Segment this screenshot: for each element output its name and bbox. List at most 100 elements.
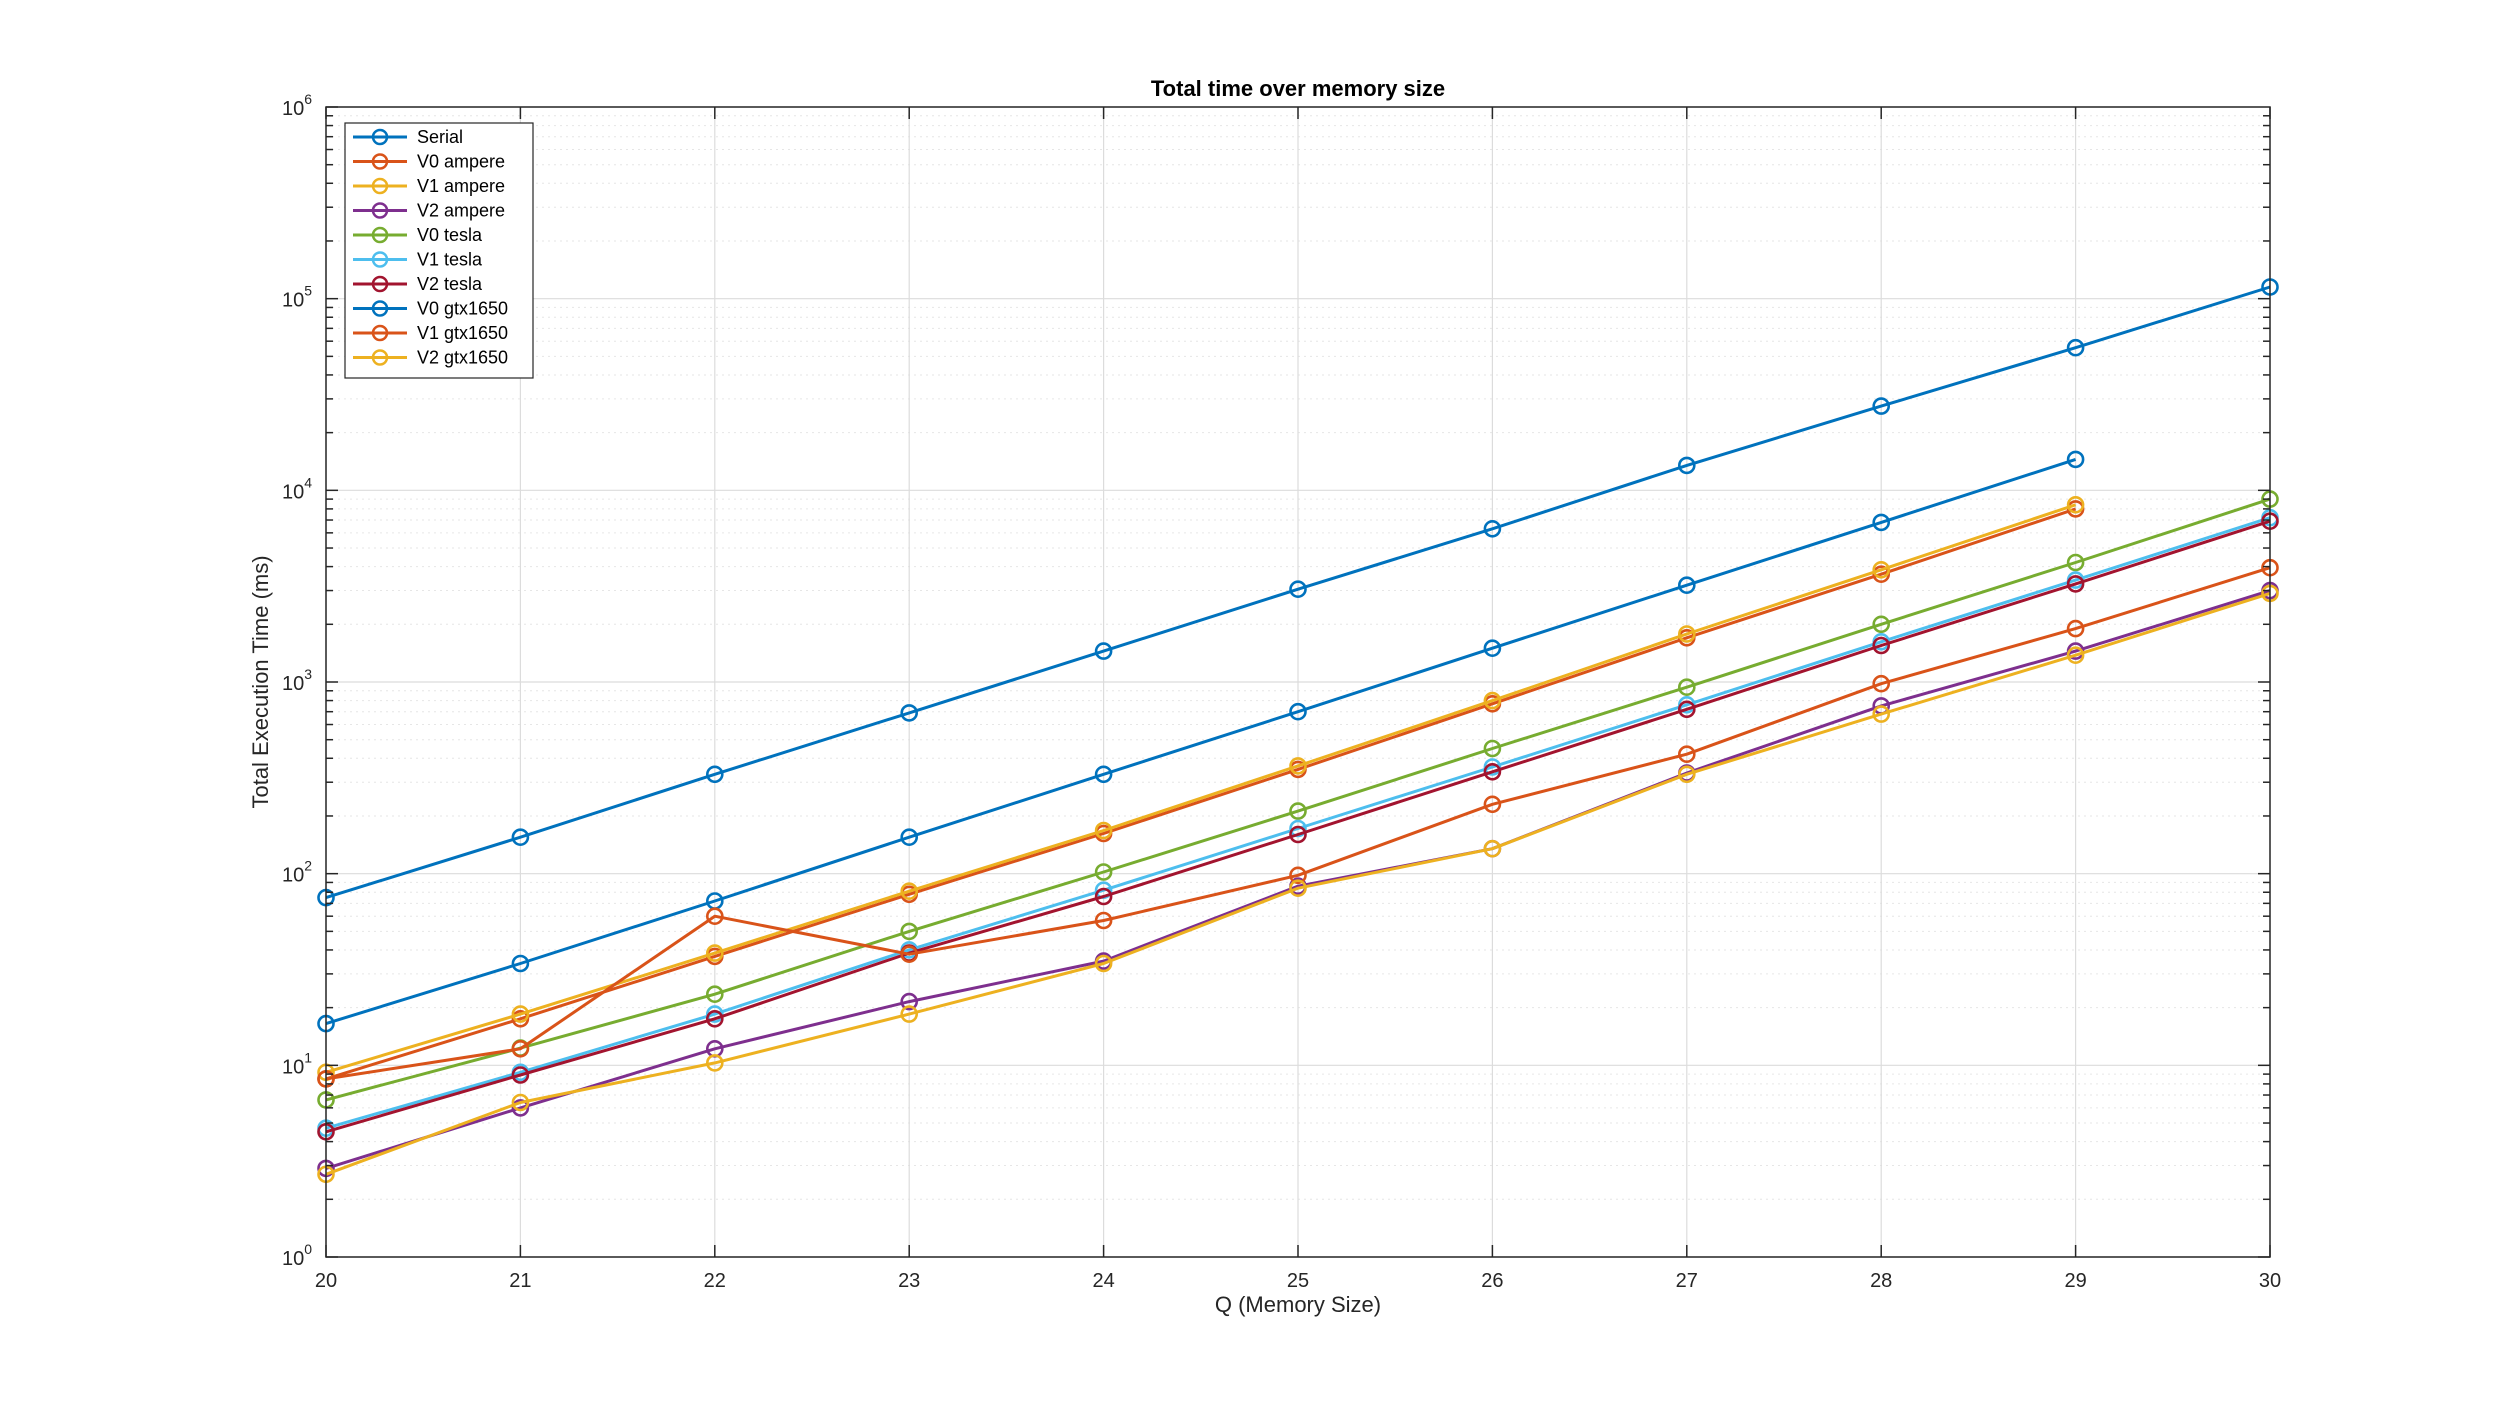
data-point [1483,739,1502,758]
series-line [325,519,2271,1134]
series-line [325,516,2271,1130]
x-tick-label: 22 [704,1270,726,1292]
y-tick-label: 102 [282,858,312,887]
data-point [1483,795,1502,814]
data-point [705,1005,724,1023]
data-point [900,945,919,964]
legend-label: V0 gtx1650 [417,299,508,319]
legend-label: V1 ampere [417,176,505,196]
data-point [2066,619,2085,638]
data-point [1872,615,1890,634]
data-point [511,1099,530,1117]
x-tick-label: 24 [1092,1270,1114,1292]
y-tick-label: 105 [282,283,312,312]
series-line [325,507,2077,1081]
x-tick-label: 28 [1870,1270,1892,1292]
legend-label: V2 ampere [417,201,505,221]
data-point [1289,802,1307,820]
y-tick-label: 103 [282,666,312,695]
legend-marker [371,202,389,219]
data-point [511,828,530,847]
data-point [1678,456,1696,475]
data-point [1872,636,1890,655]
data-point [1289,825,1307,844]
data-point [1483,762,1502,781]
x-tick-label: 25 [1287,1270,1309,1292]
x-tick-label: 30 [2259,1270,2281,1292]
data-point [705,1009,724,1028]
legend-label: V1 gtx1650 [417,323,508,343]
data-point [1872,397,1890,415]
data-point [1678,678,1696,697]
series-line [325,457,2077,1026]
legend: Serial V0 ampere V1 ampere V2 ampere V0 tesl… [344,122,534,379]
data-point [511,1093,530,1112]
data-point [1094,765,1113,784]
data-point [900,992,919,1011]
series-line [325,591,2271,1176]
legend-label: V2 tesla [417,274,483,294]
legend-label: V1 tesla [417,250,483,270]
legend-item: V1 ampere [353,176,505,196]
data-point [1094,821,1113,840]
legend-marker [371,153,389,170]
legend-marker [371,300,389,317]
y-tick-label: 106 [282,91,312,120]
data-point [2066,575,2085,593]
data-point [511,1040,530,1058]
legend-item: V0 tesla [353,225,483,245]
series-line [325,589,2271,1170]
data-point [1483,691,1502,710]
data-point [900,882,919,901]
data-point [705,985,724,1004]
data-point [1094,954,1113,973]
x-tick-label: 21 [509,1270,531,1292]
data-point [2066,450,2085,469]
legend-label: V0 ampere [417,152,505,172]
legend-marker [371,324,389,342]
data-point [705,765,724,784]
data-point [1872,674,1890,693]
data-point [1289,580,1307,599]
data-point [900,922,919,941]
data-point [1289,866,1307,885]
data-point [705,1054,724,1072]
data-point [1483,758,1502,776]
legend-marker [371,226,389,244]
data-point [900,1005,919,1023]
data-point [2066,495,2085,514]
data-point [511,1005,530,1023]
data-point [1289,757,1307,775]
data-point [1678,625,1696,643]
plot-area [325,106,2271,1258]
legend-marker [371,177,389,195]
data-point [2066,338,2085,357]
data-point [1872,513,1890,532]
x-axis-label: Q (Memory Size) [1215,1292,1381,1317]
data-point [1678,700,1696,719]
data-point [1483,519,1502,538]
series-line [325,566,2271,1081]
y-tick-label: 101 [282,1049,312,1078]
legend-marker [371,251,389,268]
x-tick-label: 23 [898,1270,920,1292]
legend-box [344,122,534,379]
data-point [1094,887,1113,906]
data-point [1872,705,1890,723]
chart-title: Total time over memory size [1151,76,1445,101]
data-point [705,907,724,926]
legend-item: V0 ampere [353,152,505,172]
series-line [325,285,2271,900]
y-tick-label: 100 [282,1241,312,1270]
legend-item: V2 ampere [353,201,505,221]
series-7 [317,450,2085,1033]
x-tick-label: 29 [2064,1270,2086,1292]
legend-item: V1 tesla [353,250,483,270]
legend-item: Serial [353,127,463,147]
data-point [2066,553,2085,572]
legend-label: V2 gtx1650 [417,348,508,368]
legend-label: Serial [417,127,463,147]
data-point [1678,576,1696,595]
data-point [1678,765,1696,784]
